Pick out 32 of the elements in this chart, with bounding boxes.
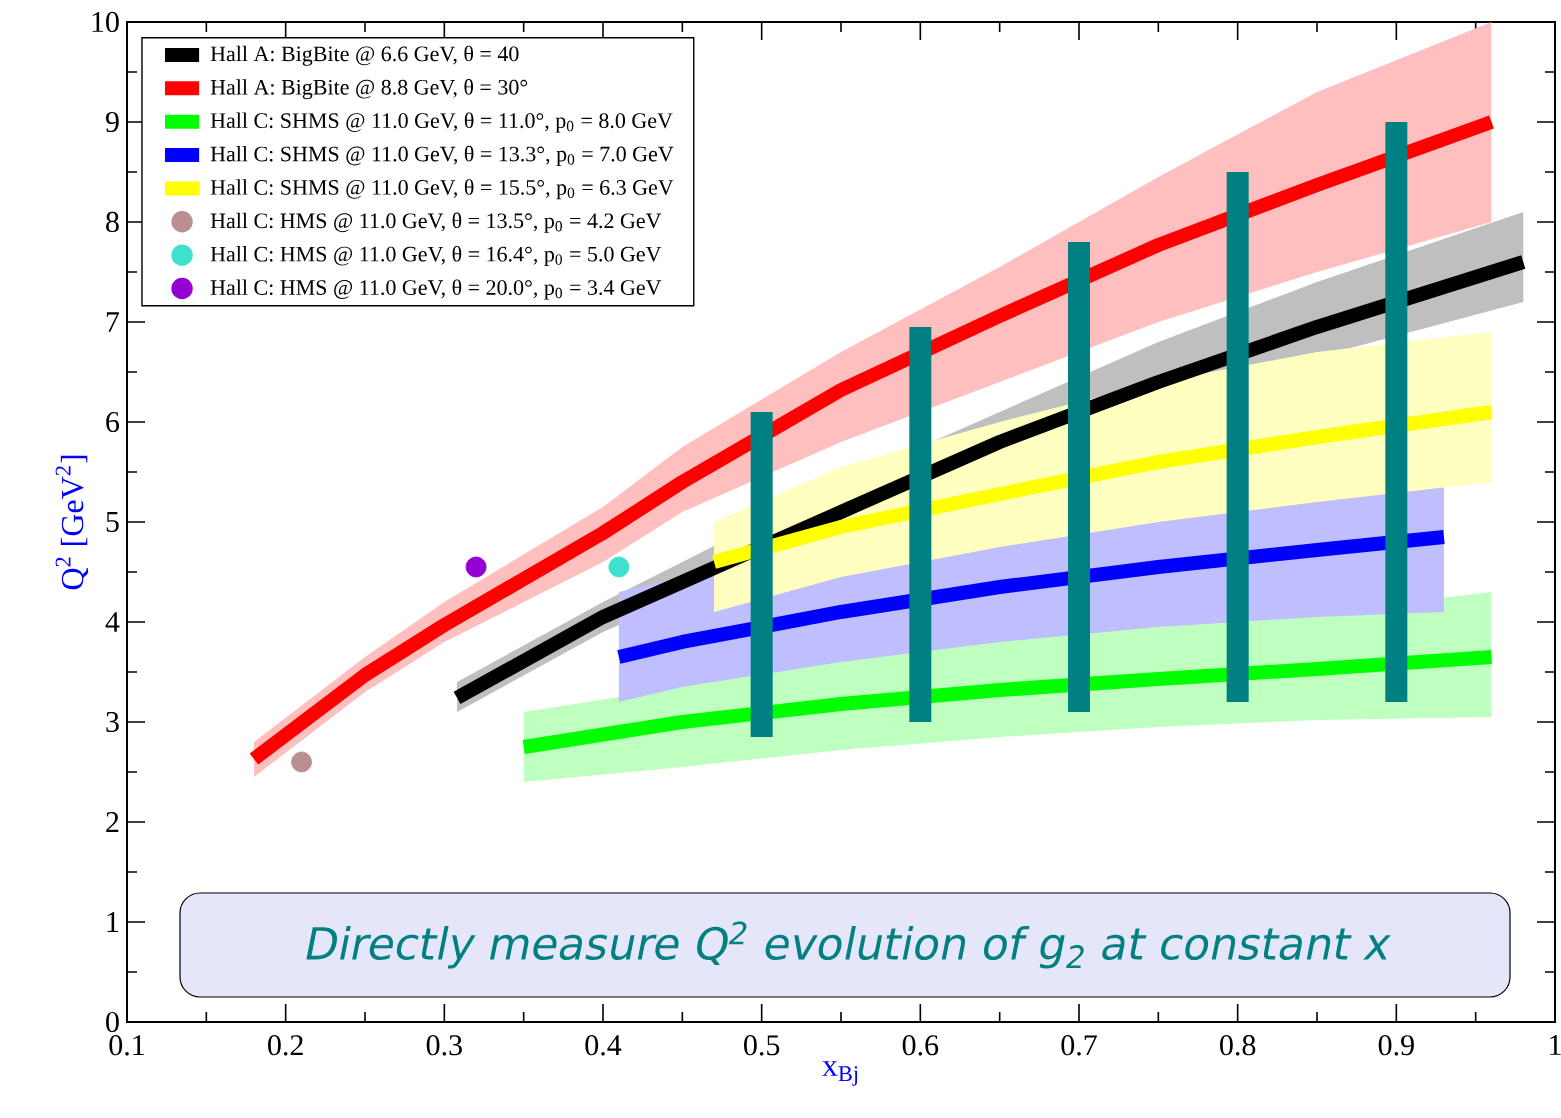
legend-label: Hall C: HMS @ 11.0 GeV, θ = 13.5°, p$_{0}$ = 4.2 GeV: [210, 212, 662, 233]
legend-label: Hall C: SHMS @ 11.0 GeV, θ = 15.5°, p$_{0}$ = 6.3 GeV: [210, 179, 674, 200]
x-axis-title: x$_{Bj}$: [822, 1061, 858, 1086]
annotation: Directly measure Q$^{2}$ evolution of g$_{2}$ at constant x: [306, 921, 1391, 969]
x-tick-label: 0.3: [426, 1035, 462, 1056]
x-tick-label: 1: [1550, 1035, 1561, 1055]
y-tick-label: 4: [105, 612, 120, 632]
x-tick-label: 0.8: [1220, 1035, 1256, 1056]
legend-label: Hall C: HMS @ 11.0 GeV, θ = 20.0°, p$_{0}$ = 3.4 GeV: [210, 279, 662, 300]
y-tick-label: 9: [105, 111, 119, 133]
y-tick-label: 5: [106, 512, 119, 532]
x-tick-label: 0.7: [1061, 1035, 1097, 1056]
y-tick-label: 10: [92, 11, 119, 33]
x-tick-label: 0.9: [1378, 1035, 1414, 1056]
legend-label: Hall A: BigBite @ 8.8 GeV, θ = 30°: [210, 79, 528, 100]
y-tick-label: 2: [106, 812, 119, 832]
y-tick-label: 8: [106, 211, 119, 233]
legend-label: Hall C: SHMS @ 11.0 GeV, θ = 11.0°, p$_{0}$ = 8.0 GeV: [210, 112, 673, 133]
x-tick-label: 0.1: [109, 1035, 144, 1056]
y-tick-label: 0: [106, 1011, 119, 1033]
y-tick-label: 6: [106, 411, 120, 433]
legend-label: Hall C: HMS @ 11.0 GeV, θ = 16.4°, p$_{0}$ = 5.0 GeV: [210, 245, 662, 267]
legend-label: Hall A: BigBite @ 6.6 GeV, θ = 40: [210, 45, 519, 66]
y-axis-title: Q$^{2}$ [GeV$^{2}$]: [55, 455, 89, 590]
x-tick-label: 0.6: [902, 1035, 939, 1056]
x-tick-label: 0.4: [585, 1035, 622, 1056]
x-tick-label: 0.2: [268, 1035, 303, 1056]
legend-label: Hall C: SHMS @ 11.0 GeV, θ = 13.3°, p$_{0}$ = 7.0 GeV: [210, 145, 674, 166]
x-tick-label: 0.5: [744, 1035, 780, 1056]
y-tick-label: 7: [106, 312, 120, 332]
y-tick-label: 1: [107, 912, 119, 932]
y-tick-label: 3: [106, 711, 119, 733]
